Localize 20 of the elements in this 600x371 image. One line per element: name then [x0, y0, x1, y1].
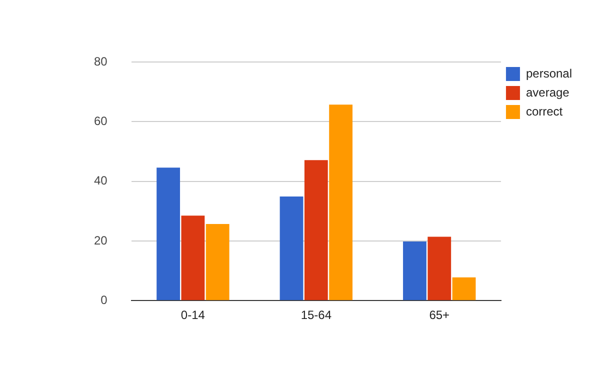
y-tick-label: 60 [94, 114, 108, 128]
bar [428, 236, 452, 300]
y-tick-label: 80 [94, 54, 108, 68]
y-tick-label: 0 [100, 292, 108, 307]
y-tick-label: 20 [94, 233, 108, 248]
bar [206, 224, 230, 300]
x-tick-label: 15-64 [300, 308, 332, 322]
bar [280, 196, 304, 300]
legend-label: personal [526, 66, 572, 80]
bar [304, 160, 328, 300]
y-tick-label: 40 [94, 174, 108, 188]
x-tick-label: 65+ [429, 308, 450, 322]
bar [403, 242, 426, 300]
bar [156, 168, 180, 300]
bar [452, 277, 476, 300]
legend-label: correct [526, 104, 564, 118]
bar [181, 216, 205, 300]
bar [329, 104, 353, 300]
x-tick-label: 0-14 [180, 308, 206, 322]
legend-label: average [526, 85, 570, 100]
